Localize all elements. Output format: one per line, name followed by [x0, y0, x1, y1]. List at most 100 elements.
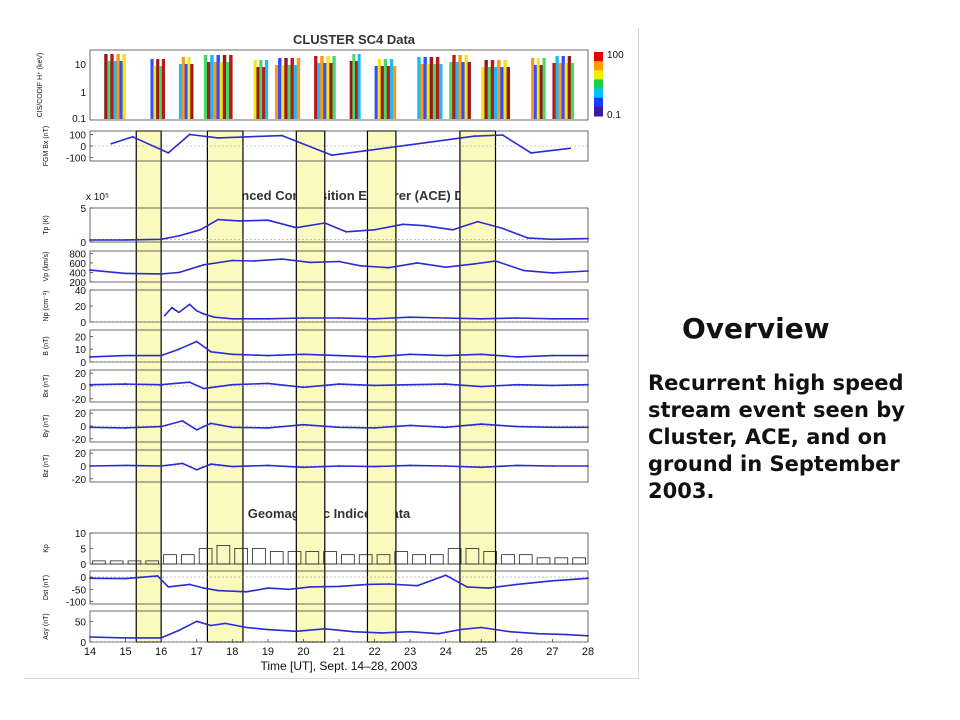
data-point-dst: [124, 577, 127, 580]
spectrogram-flux-stripe: [229, 55, 233, 119]
data-point-fgm-bx: [473, 135, 476, 138]
spectrogram-flux-stripe: [104, 54, 108, 119]
kp-bar: [216, 545, 231, 565]
spectrogram-flux-stripe: [159, 66, 163, 119]
ytick-label-ace-bz: 20: [75, 449, 87, 460]
spectrogram-flux-stripe: [210, 55, 214, 119]
spectrogram-flux-stripe: [107, 61, 111, 119]
data-point-ace-tp: [451, 228, 454, 231]
data-point-dst: [309, 585, 312, 588]
data-point-ace-bx: [160, 383, 163, 386]
data-point-ace-by: [338, 426, 340, 429]
ytick-label-asy: 0: [80, 638, 86, 649]
kp-bar: [163, 554, 177, 565]
data-point-ace-np: [444, 317, 447, 319]
spectrogram-flux-stripe: [116, 54, 120, 119]
data-point-asy: [409, 630, 412, 633]
ytick-label-kp: 10: [75, 529, 87, 540]
xtick-label: 17: [191, 646, 203, 658]
overview-description: Recurrent high speed stream event seen b…: [648, 371, 905, 503]
spectrogram-flux-stripe: [278, 58, 282, 119]
data-point-ace-vp: [551, 272, 554, 274]
data-point-ace-np: [163, 314, 166, 317]
data-point-ace-np: [338, 317, 340, 319]
spectrogram-flux-stripe: [542, 58, 546, 119]
spectrogram-flux-stripe: [119, 61, 123, 119]
data-point-ace-b: [338, 354, 340, 357]
data-point-ace-by: [551, 426, 554, 429]
data-point-ace-b: [160, 354, 163, 357]
ytick-label-ace-by: -20: [72, 435, 87, 446]
spectrogram-flux-stripe: [317, 63, 321, 119]
data-point-ace-np: [170, 306, 173, 309]
data-point-asy: [323, 627, 326, 630]
kp-bar: [554, 557, 569, 565]
kp-bar: [323, 551, 337, 565]
ylabel-dst: Dst (nT): [43, 575, 50, 600]
kp-bar: [412, 554, 426, 565]
spectrogram-flux-stripe: [377, 59, 381, 119]
data-point-ace-bx: [124, 383, 127, 385]
data-point-ace-vp: [309, 261, 312, 264]
spectrogram-flux-stripe: [225, 62, 230, 119]
data-point-ace-np: [515, 317, 518, 319]
data-point-ace-bx: [587, 383, 589, 386]
kp-bar: [269, 551, 284, 565]
kp-bar: [394, 551, 409, 565]
data-point-fgm-bx: [131, 135, 134, 138]
data-point-asy: [380, 632, 383, 634]
spectrogram-flux-stripe: [156, 59, 160, 119]
spectrogram-flux-stripe: [455, 62, 459, 119]
x-axis-label: Time [UT], Sept. 14–28, 2003: [261, 659, 418, 673]
data-point-ace-np: [195, 309, 198, 312]
spectrogram-flux-stripe: [558, 63, 562, 119]
data-point-ace-bz: [195, 468, 198, 471]
data-point-ace-np: [373, 317, 376, 320]
data-point-dst: [487, 587, 490, 590]
data-point-dst: [245, 590, 248, 593]
series-line-asy: [89, 620, 589, 639]
kp-bar: [518, 554, 533, 565]
spectrogram-flux-stripe: [184, 64, 188, 119]
ytick-label-ace-bx: -20: [72, 395, 87, 406]
data-point-ace-tp: [89, 239, 91, 241]
spectrogram-flux-stripe: [357, 54, 361, 119]
ytick-label-ace-b: 0: [80, 358, 86, 369]
data-point-dst: [167, 585, 170, 588]
spectrogram-flux-stripe: [153, 66, 157, 119]
data-point-fgm-bx: [281, 134, 283, 137]
data-point-ace-b: [587, 354, 589, 357]
data-point-ace-by: [409, 424, 412, 427]
data-point-ace-tp: [423, 224, 426, 227]
ytick-label-kp: 0: [80, 560, 86, 571]
kp-bar: [465, 548, 480, 565]
data-point-ace-bz: [181, 462, 184, 465]
xtick-label: 14: [84, 646, 96, 658]
spectrogram-flux-stripe: [206, 62, 211, 119]
data-point-ace-b: [124, 354, 127, 357]
ytick-label-ace-tp: 0: [80, 238, 86, 249]
ytick-label-ace-vp: 600: [69, 259, 86, 270]
data-point-ace-b: [480, 353, 483, 356]
ytick-label-dst: -50: [72, 585, 87, 596]
data-point-fgm-bx: [501, 134, 504, 136]
spectrogram-flux-stripe: [219, 62, 224, 119]
spectrogram-flux-stripe: [213, 62, 217, 119]
spectrogram-flux-stripe: [284, 58, 288, 119]
data-point-ace-bx: [409, 383, 412, 386]
ytick-label-ace-tp: 5: [80, 204, 86, 215]
series-line-ace-b: [89, 340, 588, 358]
data-point-ace-bz: [338, 465, 340, 467]
ylabel-kp: Kp: [43, 544, 50, 553]
spectrogram-flux-stripe: [567, 56, 572, 119]
data-point-ace-bz: [231, 465, 234, 468]
data-point-ace-tp: [124, 239, 127, 241]
data-point-asy: [178, 629, 180, 632]
data-point-ace-vp: [202, 263, 205, 266]
data-point-ace-vp: [359, 264, 362, 267]
spectrogram-flux-stripe: [490, 60, 495, 119]
data-point-asy: [245, 626, 248, 629]
colorbar-segment: [594, 88, 603, 99]
ytick-label-ace-b: 20: [75, 332, 87, 343]
data-point-fgm-bx: [530, 152, 532, 154]
